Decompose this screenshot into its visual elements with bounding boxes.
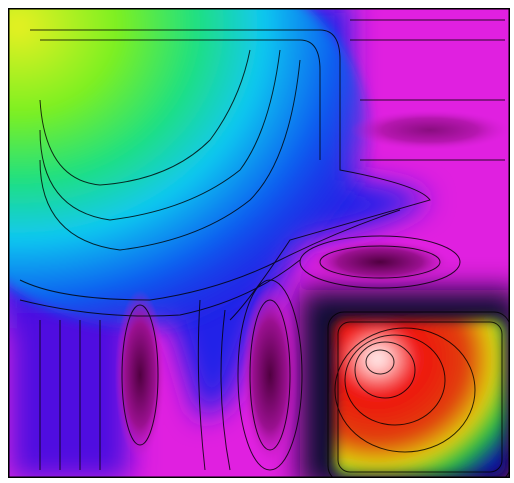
page: (() => { const data = JSON.parse(documen…: [8, 8, 510, 478]
contour-plot: [8, 8, 510, 478]
field: [8, 8, 510, 478]
